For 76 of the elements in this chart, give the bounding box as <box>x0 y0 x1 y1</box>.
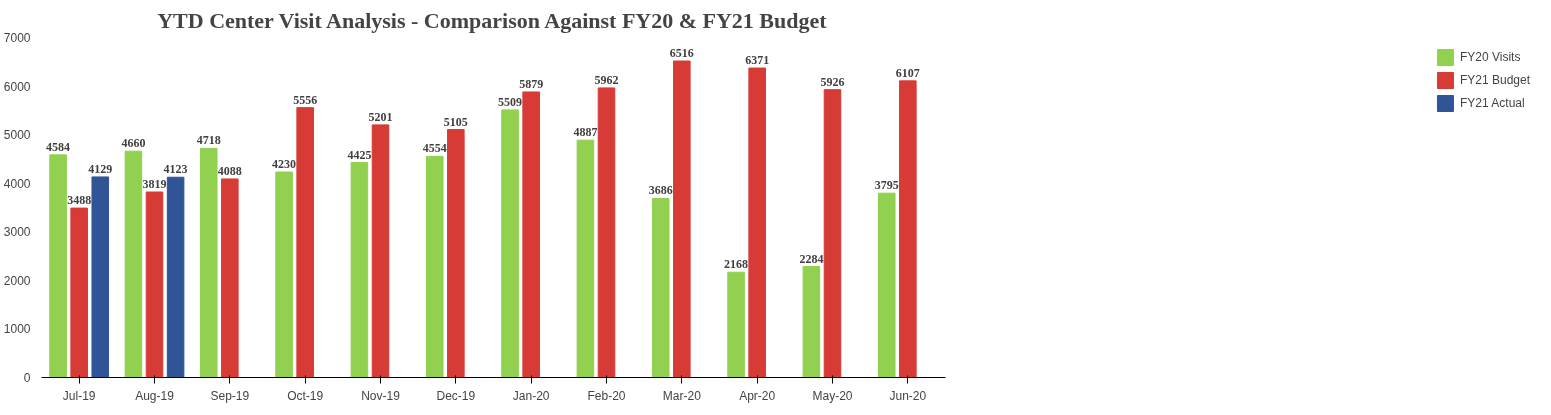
bar <box>877 192 896 378</box>
x-tick-label: Jan-20 <box>512 388 550 403</box>
x-tick-label: Apr-20 <box>739 388 776 403</box>
data-label: 4129 <box>88 161 113 176</box>
data-label: 4660 <box>121 136 146 151</box>
legend-label: FY20 Visits <box>1459 50 1521 64</box>
data-label: 4425 <box>347 147 372 162</box>
data-label: 4230 <box>272 157 297 172</box>
bar <box>899 80 917 378</box>
bar <box>350 162 369 378</box>
bar <box>597 87 616 378</box>
data-label: 4123 <box>163 162 188 177</box>
data-label: 3819 <box>142 177 167 192</box>
bar <box>275 171 293 378</box>
bar <box>296 107 314 378</box>
bar <box>748 67 766 378</box>
bar <box>199 147 218 378</box>
data-label: 4718 <box>196 133 221 148</box>
data-label: 2284 <box>799 251 824 266</box>
bar <box>166 176 185 378</box>
y-tick-label: 7000 <box>3 31 31 45</box>
bar <box>70 207 88 378</box>
bar <box>91 176 110 378</box>
bar <box>673 60 691 378</box>
bar <box>425 155 444 378</box>
data-label: 5926 <box>820 74 845 89</box>
y-tick-label: 0 <box>23 371 31 385</box>
bar <box>823 89 842 378</box>
data-label: 4887 <box>573 125 598 140</box>
y-tick-label: 4000 <box>3 176 31 191</box>
data-label: 6516 <box>669 46 694 61</box>
data-label: 6107 <box>895 65 920 80</box>
data-label: 5201 <box>368 109 393 124</box>
bar <box>221 178 239 378</box>
y-tick-label: 6000 <box>3 79 31 94</box>
data-label: 4554 <box>422 141 447 156</box>
data-label: 2168 <box>724 257 749 272</box>
legend-label: FY21 Actual <box>1459 96 1525 110</box>
data-label: 5962 <box>594 72 619 87</box>
data-label: 6371 <box>745 53 770 68</box>
x-tick-label: Mar-20 <box>662 388 702 403</box>
data-label: 3795 <box>874 178 899 193</box>
legend-label: FY21 Budget <box>1459 73 1530 87</box>
bar <box>371 124 390 378</box>
data-label: 5556 <box>293 92 318 107</box>
bar <box>576 139 595 378</box>
chart-title: YTD Center Visit Analysis - Comparison Against FY20 & FY21 Budget <box>157 7 828 33</box>
y-tick-label: 3000 <box>3 225 31 240</box>
data-label: 4088 <box>217 163 242 178</box>
x-tick-label: Dec-19 <box>436 388 476 403</box>
data-label: 3686 <box>648 183 673 198</box>
bar <box>802 266 821 378</box>
x-tick-label: Jun-20 <box>889 388 927 403</box>
data-label: 4584 <box>46 139 71 154</box>
x-tick-label: Sep-19 <box>210 388 250 403</box>
bar <box>145 191 164 378</box>
data-label: 5509 <box>498 94 523 109</box>
bar <box>522 91 540 378</box>
x-tick-label: Aug-19 <box>135 388 175 403</box>
x-tick-label: Jul-19 <box>62 388 96 403</box>
bar <box>49 154 67 378</box>
y-tick-label: 2000 <box>3 273 31 288</box>
x-tick-label: Feb-20 <box>587 388 626 403</box>
bar <box>651 197 670 378</box>
y-tick-label: 5000 <box>3 128 31 143</box>
data-label: 5879 <box>519 76 544 91</box>
y-tick-label: 1000 <box>3 322 31 337</box>
bar <box>447 129 465 378</box>
x-tick-label: Oct-19 <box>287 388 324 403</box>
x-tick-label: Nov-19 <box>361 388 401 403</box>
bar <box>501 109 519 378</box>
data-label: 3488 <box>67 193 92 208</box>
x-tick-label: May-20 <box>812 388 853 403</box>
bar <box>124 150 143 378</box>
data-label: 5105 <box>443 114 468 129</box>
bar <box>727 271 745 378</box>
